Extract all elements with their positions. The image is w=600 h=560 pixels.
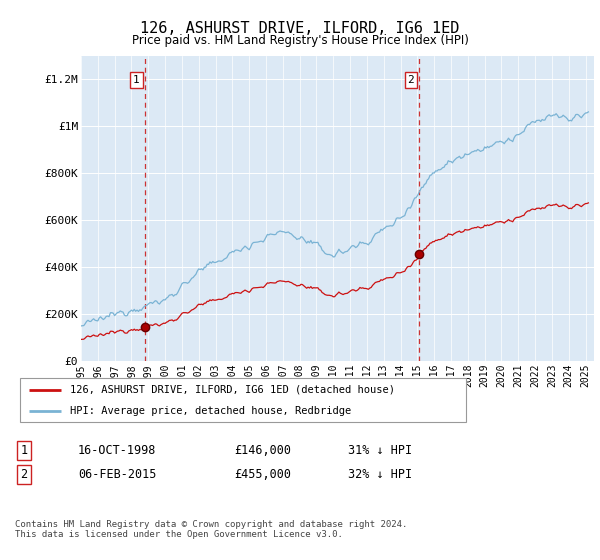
Text: 126, ASHURST DRIVE, ILFORD, IG6 1ED (detached house): 126, ASHURST DRIVE, ILFORD, IG6 1ED (det…: [70, 385, 395, 395]
Text: 126, ASHURST DRIVE, ILFORD, IG6 1ED: 126, ASHURST DRIVE, ILFORD, IG6 1ED: [140, 21, 460, 36]
Text: HPI: Average price, detached house, Redbridge: HPI: Average price, detached house, Redb…: [70, 407, 351, 416]
Text: 2: 2: [407, 75, 414, 85]
Text: £146,000: £146,000: [234, 444, 291, 457]
FancyBboxPatch shape: [20, 378, 466, 422]
Text: 31% ↓ HPI: 31% ↓ HPI: [348, 444, 412, 457]
Text: 2: 2: [20, 468, 28, 482]
Text: 1: 1: [20, 444, 28, 457]
Text: 1: 1: [133, 75, 140, 85]
Text: 32% ↓ HPI: 32% ↓ HPI: [348, 468, 412, 482]
Text: Contains HM Land Registry data © Crown copyright and database right 2024.
This d: Contains HM Land Registry data © Crown c…: [15, 520, 407, 539]
Text: 06-FEB-2015: 06-FEB-2015: [78, 468, 157, 482]
Text: 16-OCT-1998: 16-OCT-1998: [78, 444, 157, 457]
Text: £455,000: £455,000: [234, 468, 291, 482]
Text: Price paid vs. HM Land Registry's House Price Index (HPI): Price paid vs. HM Land Registry's House …: [131, 34, 469, 46]
